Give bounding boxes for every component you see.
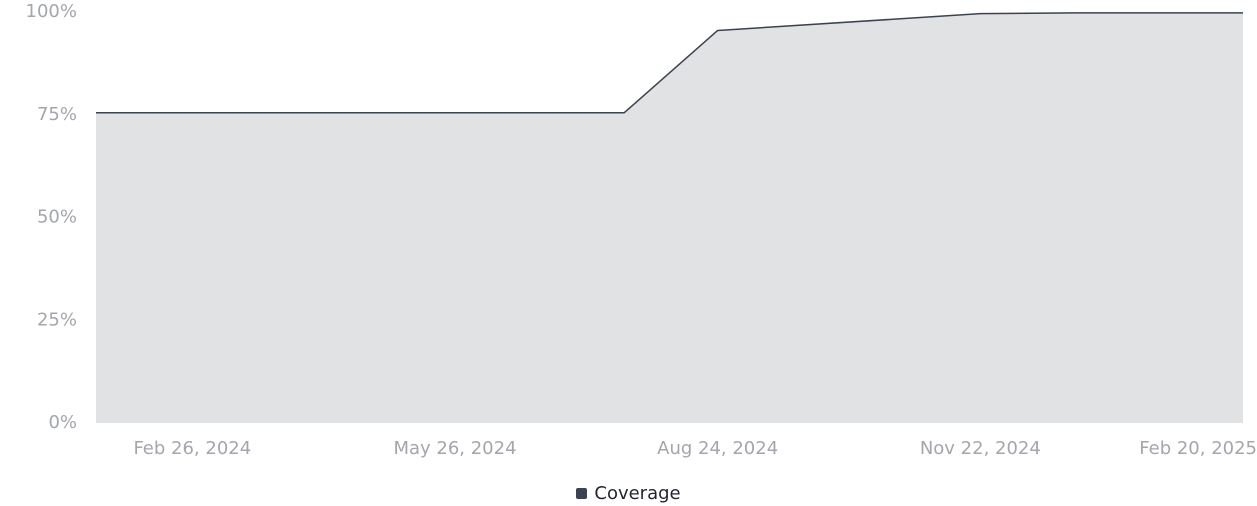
y-tick-label: 75% bbox=[37, 104, 77, 125]
x-tick-label: Feb 20, 2025 bbox=[1139, 438, 1257, 459]
legend-label: Coverage bbox=[594, 482, 681, 504]
legend-item-coverage[interactable]: Coverage bbox=[576, 482, 681, 504]
y-tick-label: 0% bbox=[48, 412, 77, 433]
x-tick-label: Nov 22, 2024 bbox=[920, 438, 1041, 459]
x-tick-label: May 26, 2024 bbox=[393, 438, 516, 459]
y-axis-ticks: 0% 25% 50% 75% 100% bbox=[26, 1, 77, 433]
chart-legend: Coverage bbox=[0, 480, 1257, 506]
y-tick-label: 100% bbox=[26, 1, 77, 22]
x-tick-label: Aug 24, 2024 bbox=[657, 438, 778, 459]
x-axis-ticks: Feb 26, 2024 May 26, 2024 Aug 24, 2024 Nov … bbox=[133, 438, 1257, 459]
series-area-layer bbox=[96, 12, 1243, 424]
series-area bbox=[96, 12, 1243, 424]
y-tick-label: 25% bbox=[37, 309, 77, 330]
series-line bbox=[96, 12, 1243, 114]
y-tick-label: 50% bbox=[37, 207, 77, 228]
x-tick-label: Feb 26, 2024 bbox=[133, 438, 251, 459]
legend-swatch bbox=[576, 487, 588, 499]
series-line-layer bbox=[96, 12, 1243, 114]
